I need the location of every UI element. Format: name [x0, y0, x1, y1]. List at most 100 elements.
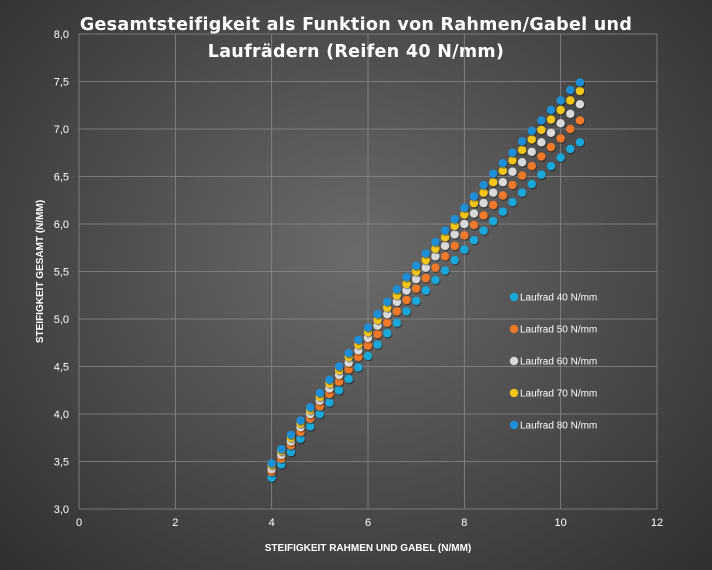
data-point: [402, 307, 411, 316]
data-point: [411, 296, 421, 306]
data-point: [460, 231, 469, 240]
legend-item: Laufrad 50 N/mm: [509, 325, 597, 336]
y-tick-label: 4,5: [54, 362, 69, 374]
data-point: [450, 221, 459, 231]
data-point: [575, 138, 585, 147]
data-point: [334, 377, 344, 386]
y-tick-label: 6,5: [54, 172, 69, 184]
data-point: [402, 295, 411, 305]
data-point: [431, 237, 440, 247]
data-point: [460, 203, 469, 213]
data-point: [325, 398, 334, 407]
data-point: [537, 170, 546, 179]
data-point: [306, 422, 315, 431]
data-point: [498, 191, 508, 200]
data-point: [315, 409, 325, 419]
data-point: [527, 135, 536, 144]
data-point: [498, 178, 508, 187]
data-point: [411, 284, 421, 293]
data-point: [440, 241, 450, 251]
legend-label: Laufrad 40 N/mm: [520, 293, 597, 304]
data-point: [296, 416, 305, 425]
data-point: [575, 116, 585, 125]
y-tick-label: 5,0: [54, 314, 69, 326]
data-point: [440, 266, 450, 275]
data-point: [373, 310, 382, 319]
data-point: [344, 365, 353, 374]
legend-marker: [509, 388, 519, 398]
data-point: [489, 178, 498, 187]
data-point: [431, 252, 440, 261]
data-point: [556, 119, 565, 128]
y-tick-label: 5,5: [54, 267, 69, 279]
data-point: [450, 215, 459, 224]
data-point: [267, 459, 276, 468]
data-point: [421, 263, 430, 272]
legend-item: Laufrad 70 N/mm: [509, 388, 597, 400]
data-point: [508, 167, 517, 176]
x-tick-label: 10: [555, 517, 567, 529]
data-point: [566, 109, 575, 119]
y-tick-label: 4,0: [54, 409, 69, 421]
data-point: [469, 192, 479, 201]
data-point: [334, 386, 344, 395]
data-point: [315, 388, 325, 398]
y-tick-label: 3,0: [54, 504, 69, 516]
data-point: [566, 85, 575, 95]
data-point: [421, 249, 430, 258]
data-point: [440, 233, 450, 242]
data-point: [498, 166, 508, 175]
data-point: [566, 124, 575, 134]
data-point: [460, 245, 469, 254]
legend-marker: [509, 292, 519, 302]
data-point: [508, 197, 517, 207]
data-point: [402, 286, 411, 295]
x-axis-title: STEIFIGKEIT RAHMEN UND GABEL (N/MM): [265, 543, 471, 554]
data-point: [421, 286, 430, 295]
data-point: [517, 171, 527, 180]
data-point: [517, 188, 527, 197]
data-point: [460, 210, 469, 219]
data-point: [325, 375, 334, 384]
data-point: [392, 318, 402, 327]
data-point: [556, 105, 565, 115]
x-tick-label: 4: [269, 517, 275, 529]
data-point: [508, 156, 517, 165]
data-point: [373, 330, 382, 339]
data-point: [306, 403, 315, 412]
data-point: [334, 362, 344, 371]
data-point: [354, 363, 363, 372]
data-point: [517, 158, 527, 167]
data-point: [469, 209, 479, 218]
y-tick-label: 6,0: [54, 219, 69, 231]
data-point: [469, 198, 479, 208]
data-point: [421, 255, 430, 265]
data-point: [537, 125, 546, 135]
data-point: [537, 116, 546, 125]
data-point: [431, 263, 440, 272]
data-point: [469, 235, 479, 245]
data-point: [556, 134, 565, 143]
data-point: [392, 285, 402, 294]
data-point: [556, 153, 565, 162]
data-point: [575, 78, 585, 87]
legend-label: Laufrad 60 N/mm: [520, 357, 597, 368]
data-point: [373, 340, 382, 349]
data-point: [392, 307, 402, 316]
data-point: [402, 279, 411, 289]
data-point: [469, 220, 479, 230]
data-point: [354, 335, 363, 345]
series-1: [267, 138, 586, 484]
data-point: [296, 434, 305, 443]
data-point: [575, 100, 585, 109]
data-point: [392, 297, 402, 307]
data-point: [344, 374, 353, 384]
data-point: [537, 138, 546, 147]
data-point: [527, 126, 536, 136]
data-point: [383, 329, 392, 338]
legend-item: Laufrad 80 N/mm: [509, 421, 597, 432]
data-point: [479, 226, 488, 235]
data-point: [363, 351, 373, 361]
data-point: [556, 96, 565, 105]
